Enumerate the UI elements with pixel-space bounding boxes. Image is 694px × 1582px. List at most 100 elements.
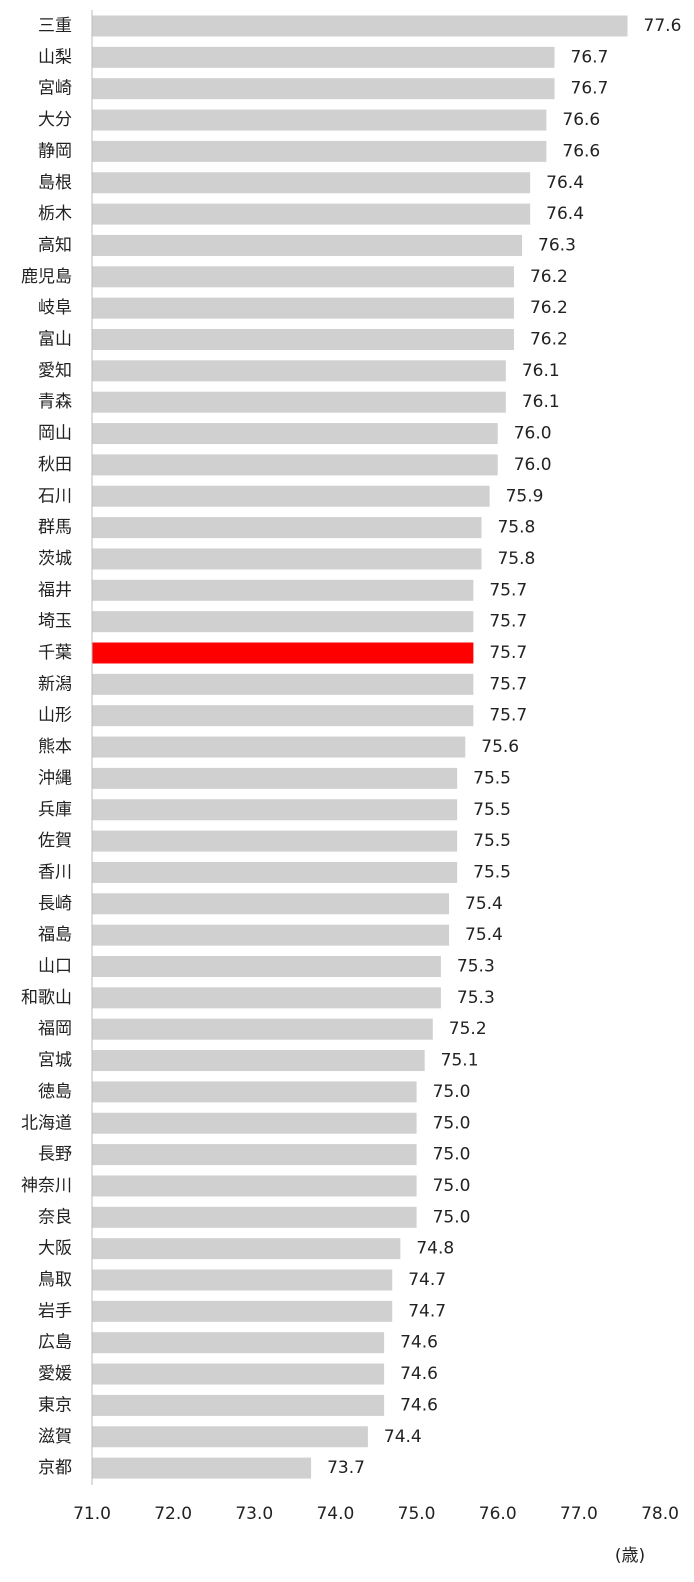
value-label: 74.7 <box>408 1301 446 1321</box>
value-label: 75.7 <box>489 674 527 694</box>
bar <box>92 329 514 350</box>
y-tick-label: 秋田 <box>38 455 72 475</box>
bar <box>92 172 531 194</box>
y-tick-label: 神奈川 <box>21 1176 72 1196</box>
y-tick-label: 滋賀 <box>38 1427 72 1447</box>
value-label: 75.1 <box>441 1051 479 1071</box>
value-label: 76.4 <box>546 204 584 224</box>
value-label: 76.1 <box>522 392 560 412</box>
value-label: 75.3 <box>457 957 495 977</box>
value-label: 76.7 <box>571 47 609 67</box>
bar <box>92 1457 312 1479</box>
value-label: 75.4 <box>465 894 503 914</box>
value-label: 76.2 <box>530 267 568 287</box>
y-tick-label: 愛知 <box>38 361 72 381</box>
bar <box>92 1363 385 1385</box>
y-tick-label: 佐賀 <box>38 831 72 851</box>
value-label: 76.0 <box>514 424 552 444</box>
bar <box>92 642 474 664</box>
bar <box>92 1081 417 1103</box>
value-label: 75.0 <box>433 1207 471 1227</box>
bar <box>92 203 531 225</box>
y-tick-label: 鳥取 <box>38 1270 72 1290</box>
bar <box>92 485 490 507</box>
value-label: 76.4 <box>546 173 584 193</box>
bar <box>92 140 547 162</box>
bar <box>92 861 458 883</box>
value-label: 75.0 <box>433 1113 471 1133</box>
bar <box>92 767 458 789</box>
bar <box>92 1269 393 1291</box>
value-label: 76.3 <box>538 235 576 255</box>
y-tick-label: 香川 <box>38 862 72 882</box>
y-tick-label: 山口 <box>38 957 72 977</box>
value-label: 75.9 <box>506 486 544 506</box>
y-tick-label: 三重 <box>38 16 72 36</box>
value-label: 76.1 <box>522 361 560 381</box>
y-tick-label: 東京 <box>38 1395 72 1415</box>
x-tick-label: 78.0 <box>641 1504 679 1524</box>
bar <box>92 673 474 695</box>
y-tick-label: 大阪 <box>38 1239 72 1259</box>
value-label: 75.7 <box>489 643 527 663</box>
bar <box>92 234 523 256</box>
value-label: 75.5 <box>473 831 511 851</box>
y-tick-label: 沖縄 <box>38 768 72 788</box>
bar <box>92 1238 401 1260</box>
bar <box>92 956 441 977</box>
value-label: 75.0 <box>433 1176 471 1196</box>
bar <box>92 830 458 852</box>
y-tick-label: 栃木 <box>38 204 72 224</box>
bar <box>92 1112 417 1134</box>
y-tick-label: 徳島 <box>38 1082 72 1102</box>
x-tick-label: 75.0 <box>398 1504 436 1524</box>
value-label: 75.5 <box>473 800 511 820</box>
y-tick-label: 富山 <box>38 330 72 350</box>
value-label: 75.7 <box>489 612 527 632</box>
y-tick-label: 山梨 <box>38 47 72 67</box>
value-label: 75.0 <box>433 1082 471 1102</box>
bar <box>92 15 628 37</box>
bar <box>92 266 514 288</box>
bar <box>92 1300 393 1322</box>
value-label: 75.8 <box>497 518 535 538</box>
value-label: 75.2 <box>449 1019 487 1039</box>
value-label: 77.6 <box>644 16 682 36</box>
y-tick-label: 宮崎 <box>38 79 72 99</box>
value-label: 73.7 <box>327 1458 365 1478</box>
bar <box>92 924 450 946</box>
x-tick-label: 71.0 <box>73 1504 111 1524</box>
y-tick-label: 島根 <box>38 173 72 193</box>
x-axis-label: (歳) <box>615 1546 645 1566</box>
value-label: 75.7 <box>489 580 527 600</box>
y-tick-label: 新潟 <box>38 674 72 694</box>
y-tick-label: 長野 <box>38 1145 72 1165</box>
value-label: 74.8 <box>416 1239 454 1259</box>
y-tick-label: 岡山 <box>38 424 72 444</box>
bar <box>92 454 498 476</box>
y-tick-label: 長崎 <box>38 894 72 914</box>
value-label: 74.6 <box>400 1364 438 1384</box>
bar <box>92 423 498 445</box>
bar <box>92 1144 417 1166</box>
bar <box>92 987 441 1009</box>
y-tick-label: 福岡 <box>38 1019 72 1039</box>
bar <box>92 391 506 413</box>
y-tick-label: 茨城 <box>38 549 72 569</box>
value-label: 76.2 <box>530 298 568 318</box>
y-tick-label: 京都 <box>38 1458 72 1478</box>
y-tick-label: 北海道 <box>21 1113 72 1133</box>
x-tick-label: 77.0 <box>560 1504 598 1524</box>
bar <box>92 611 474 633</box>
y-tick-label: 大分 <box>38 110 72 130</box>
value-label: 76.7 <box>571 79 609 99</box>
value-label: 75.5 <box>473 768 511 788</box>
value-label: 75.6 <box>481 737 519 757</box>
bar <box>92 799 458 821</box>
bar <box>92 46 555 68</box>
y-tick-label: 静岡 <box>38 141 72 161</box>
y-tick-label: 岩手 <box>38 1301 72 1321</box>
value-label: 75.5 <box>473 862 511 882</box>
bar <box>92 1018 433 1040</box>
